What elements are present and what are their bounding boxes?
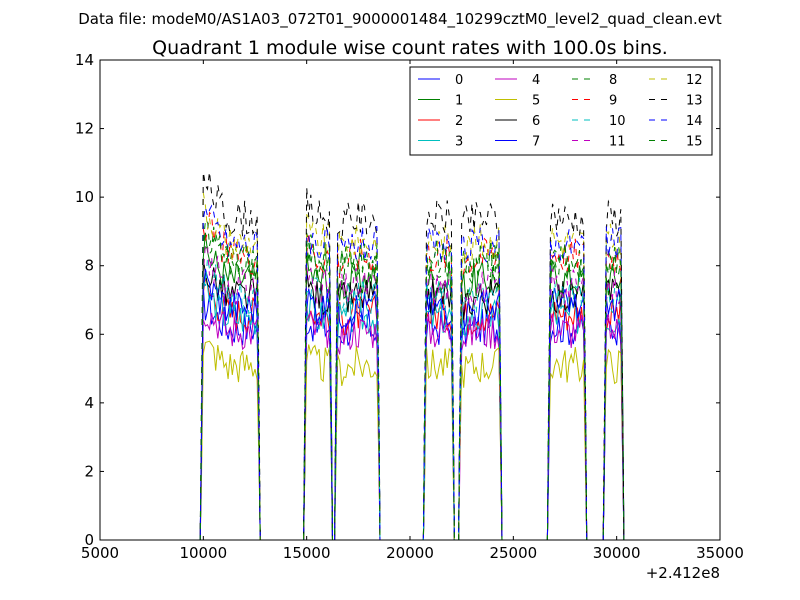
chart-suptitle: Data file: modeM0/AS1A03_072T01_90000014… — [78, 10, 722, 29]
y-tick-label-2: 4 — [84, 394, 94, 412]
y-tick-label-1: 2 — [84, 462, 94, 480]
legend-label-2: 2 — [455, 114, 463, 129]
legend-label-14: 14 — [686, 114, 703, 129]
legend-label-8: 8 — [609, 73, 617, 88]
legend-label-0: 0 — [455, 73, 463, 88]
y-tick-label-6: 12 — [75, 120, 94, 138]
legend-label-4: 4 — [532, 73, 540, 88]
x-tick-label-4: 25000 — [489, 544, 537, 562]
chart-title: Quadrant 1 module wise count rates with … — [152, 37, 668, 59]
x-offset-label: +2.412e8 — [646, 564, 720, 582]
legend-label-5: 5 — [532, 94, 540, 109]
y-tick-label-7: 14 — [75, 51, 94, 69]
legend-label-13: 13 — [686, 94, 703, 109]
y-tick-label-3: 6 — [84, 325, 94, 343]
y-tick-label-0: 0 — [84, 531, 94, 549]
series-line-15 — [199, 219, 625, 540]
legend-label-10: 10 — [609, 114, 626, 129]
x-tick-label-3: 20000 — [386, 544, 434, 562]
legend-label-7: 7 — [532, 135, 540, 150]
legend-label-1: 1 — [455, 94, 463, 109]
legend-label-12: 12 — [686, 73, 703, 88]
x-tick-label-0: 5000 — [81, 544, 119, 562]
legend-label-15: 15 — [686, 135, 703, 150]
x-tick-label-1: 10000 — [179, 544, 227, 562]
legend-label-11: 11 — [609, 135, 626, 150]
legend-label-3: 3 — [455, 135, 463, 150]
series-line-14 — [199, 204, 625, 540]
x-tick-label-6: 35000 — [696, 544, 744, 562]
legend-box — [409, 66, 713, 156]
axis-layer: 5000 10000 15000 20000 25000 30000 35000 0 2 4 6 8 1… — [75, 51, 744, 562]
series-line-10 — [199, 258, 625, 540]
x-tick-label-2: 15000 — [283, 544, 331, 562]
legend-label-9: 9 — [609, 94, 617, 109]
x-tick-label-5: 30000 — [593, 544, 641, 562]
series-layer — [199, 171, 625, 540]
series-line-12 — [199, 192, 625, 540]
legend-label-6: 6 — [532, 114, 540, 129]
y-tick-label-5: 10 — [75, 188, 94, 206]
y-tick-label-4: 8 — [84, 257, 94, 275]
